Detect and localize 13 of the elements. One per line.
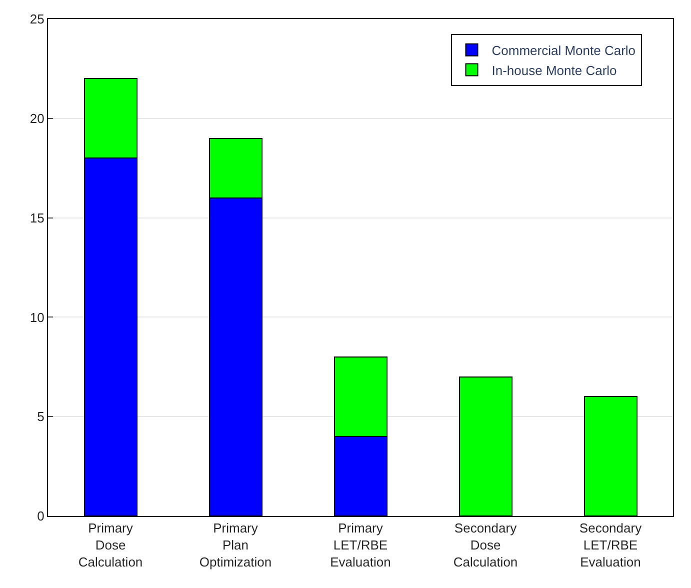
x-tick-label: Secondary Dose Calculation xyxy=(453,520,518,570)
x-tick-label: Primary Dose Calculation xyxy=(78,520,143,570)
y-tick-label: 15 xyxy=(30,210,44,226)
y-tick-label: 20 xyxy=(30,110,44,126)
y-tick-label: 5 xyxy=(37,409,44,424)
y-tick-label: 0 xyxy=(37,508,44,524)
legend-label: In-house Monte Carlo xyxy=(492,62,617,78)
x-tick-label: Primary LET/RBE Evaluation xyxy=(330,520,391,570)
legend-label: Commercial Monte Carlo xyxy=(492,42,636,58)
y-tick-label: 25 xyxy=(30,12,44,27)
y-tick-label: 10 xyxy=(30,310,44,325)
x-tick-label: Secondary LET/RBE Evaluation xyxy=(579,520,642,570)
x-tick-label: Primary Plan Optimization xyxy=(199,520,272,570)
